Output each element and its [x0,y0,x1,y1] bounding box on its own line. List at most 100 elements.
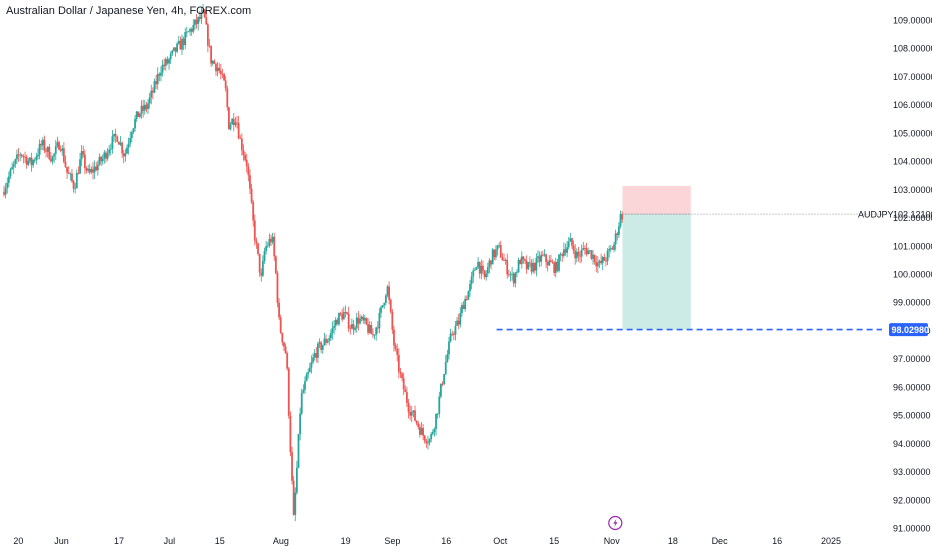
candle [362,313,365,324]
candle-body [449,333,452,342]
candle [291,446,293,485]
candle-body [441,383,444,385]
candlestick-series [3,3,624,522]
candle-body [614,233,617,245]
candle [410,405,413,423]
candle [478,261,481,279]
candle [522,256,525,264]
candle-body [391,311,394,330]
candle-body [582,247,585,250]
candle [171,49,174,56]
candle-body [461,305,463,314]
candle [483,270,486,280]
candle-body [352,324,355,330]
candle-body [407,402,410,412]
candle-body [90,169,93,173]
candle [24,151,26,164]
candle [184,28,187,50]
candle [271,232,274,245]
candle [239,134,242,139]
candle-body [96,164,99,171]
entry-price-label: 98.02980 [892,325,930,335]
candle [331,321,334,340]
candle-body [501,257,504,261]
candle-body [268,238,271,246]
candle-body [278,302,280,318]
candle [317,341,319,364]
candle-body [169,53,172,60]
candle [349,324,352,335]
candle [41,136,44,151]
candle-body [384,295,387,303]
candle [228,106,230,130]
candle-body [401,373,403,379]
candle-body [236,122,238,124]
candle-body [182,38,185,46]
candle [605,257,607,267]
candle-body [206,24,209,46]
stop-loss-zone[interactable] [622,185,691,215]
candle [587,247,590,255]
candle-body [37,154,39,157]
candle-body [192,24,195,32]
candle [448,336,450,360]
entry-price-tag[interactable] [889,323,928,337]
candle [571,237,573,249]
candle-body [121,142,124,154]
candle [528,256,531,268]
candle [482,260,484,275]
candle [258,253,261,277]
x-tick-label: 17 [114,536,124,546]
candle-body [119,142,122,145]
candle [22,154,25,164]
candle [342,306,345,320]
candle-body [357,317,360,324]
candle-body [509,274,512,276]
candle [139,112,141,119]
candle [321,344,324,354]
candle [381,305,384,309]
candle-body [331,327,334,334]
candle-body [258,253,261,273]
candle [244,151,247,163]
candle [143,100,146,115]
candle [53,152,56,163]
candle-body [499,245,502,258]
candle-body [564,249,567,253]
take-profit-zone[interactable] [622,214,691,330]
candle-body [100,156,102,162]
candle-body [19,154,22,156]
candle-body [465,298,468,300]
candle [394,342,397,352]
candle [249,169,251,195]
candle [30,152,33,172]
candle [129,131,132,147]
candle [148,92,151,109]
price-lines [496,213,882,331]
candle [346,311,348,316]
candle-body [541,254,544,256]
candle-body [574,250,577,259]
candle-body [116,136,119,142]
candle [135,110,138,122]
candle [425,438,428,448]
candle [169,51,172,65]
candle [469,280,471,297]
candle-body [173,47,175,51]
candle-body [64,161,67,168]
candle [519,258,522,265]
candle-body [101,158,104,162]
candle [98,153,101,166]
candle-body [82,151,85,155]
candle-body [350,324,353,329]
candle [300,388,303,416]
x-tick-label: Aug [273,536,289,546]
lightning-bolt-icon[interactable] [608,515,623,531]
candle-body [598,260,601,263]
candle [247,162,250,182]
candle-body [145,104,148,109]
candle [355,312,358,333]
candle-body [43,139,46,151]
